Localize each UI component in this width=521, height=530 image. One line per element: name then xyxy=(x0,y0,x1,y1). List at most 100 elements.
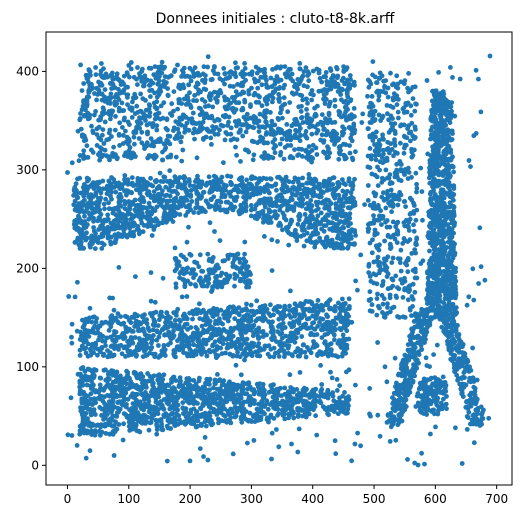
scatter-point xyxy=(96,337,101,343)
scatter-point xyxy=(213,381,218,387)
scatter-point xyxy=(327,99,333,105)
scatter-point xyxy=(166,401,171,407)
scatter-point xyxy=(341,75,346,81)
scatter-point xyxy=(118,373,123,379)
scatter-point xyxy=(194,129,200,135)
scatter-point xyxy=(200,269,206,274)
scatter-point xyxy=(236,100,242,106)
scatter-point xyxy=(311,332,317,338)
scatter-point xyxy=(106,200,111,206)
scatter-point xyxy=(128,223,134,229)
scatter-point xyxy=(156,343,161,348)
scatter-point xyxy=(171,197,177,202)
scatter-point xyxy=(186,116,192,122)
scatter-point xyxy=(76,216,82,222)
scatter-point xyxy=(95,396,101,401)
scatter-point xyxy=(190,119,196,125)
scatter-point xyxy=(165,92,171,98)
scatter-point xyxy=(275,329,281,334)
scatter-point xyxy=(341,69,347,74)
scatter-point xyxy=(203,423,209,429)
scatter-point xyxy=(112,127,118,133)
scatter-point xyxy=(228,174,234,180)
scatter-point xyxy=(188,281,194,287)
scatter-point xyxy=(232,94,238,100)
scatter-point xyxy=(103,218,109,224)
scatter-point xyxy=(93,65,98,70)
scatter-point xyxy=(269,337,275,343)
scatter-point xyxy=(271,416,277,421)
scatter-point xyxy=(108,116,113,122)
scatter-point xyxy=(313,178,319,184)
scatter-point xyxy=(230,392,236,398)
scatter-point xyxy=(194,309,200,314)
scatter-point xyxy=(91,218,96,224)
scatter-point xyxy=(114,74,119,80)
scatter-point xyxy=(332,103,338,109)
scatter-point xyxy=(248,203,254,208)
scatter-point xyxy=(136,136,142,141)
scatter-point xyxy=(330,320,336,325)
scatter-point xyxy=(72,184,78,190)
scatter-point xyxy=(130,99,135,105)
scatter-point xyxy=(309,301,315,307)
scatter-point xyxy=(134,119,140,125)
scatter-point xyxy=(152,217,158,223)
scatter-point xyxy=(295,398,301,403)
scatter-point xyxy=(334,65,339,70)
scatter-point xyxy=(222,81,227,87)
scatter-point xyxy=(116,422,122,427)
scatter-point xyxy=(150,183,156,189)
scatter-point xyxy=(260,409,266,415)
scatter-point xyxy=(318,189,324,195)
scatter-point xyxy=(74,221,79,227)
scatter-point xyxy=(165,412,170,418)
scatter-point xyxy=(185,327,191,332)
scatter-point xyxy=(125,102,130,107)
scatter-point xyxy=(304,119,310,124)
scatter-point xyxy=(305,400,311,406)
scatter-point xyxy=(93,181,99,187)
scatter-point xyxy=(140,416,146,421)
scatter-point xyxy=(123,404,129,410)
scatter-point xyxy=(274,187,279,193)
scatter-point xyxy=(256,100,262,105)
scatter-point xyxy=(274,74,280,79)
scatter-point xyxy=(284,122,290,127)
scatter-point xyxy=(348,77,353,82)
scatter-point xyxy=(174,178,180,184)
scatter-point xyxy=(207,413,213,419)
scatter-point xyxy=(331,128,336,134)
scatter-point xyxy=(233,89,239,94)
scatter-point xyxy=(218,273,224,278)
scatter-point xyxy=(109,70,115,76)
scatter-point xyxy=(83,350,89,356)
scatter-point xyxy=(343,395,349,401)
scatter-point xyxy=(101,353,106,358)
scatter-point xyxy=(247,402,253,408)
scatter-point xyxy=(339,97,344,103)
scatter-point xyxy=(289,197,295,203)
scatter-point xyxy=(287,100,293,105)
scatter-point xyxy=(253,349,258,355)
scatter-point xyxy=(205,127,210,132)
scatter-point xyxy=(285,205,291,211)
scatter-point xyxy=(173,418,178,423)
scatter-point xyxy=(268,75,274,81)
scatter-point xyxy=(211,348,217,354)
scatter-point xyxy=(102,394,107,400)
scatter-point xyxy=(89,341,95,347)
scatter-point xyxy=(235,405,241,411)
scatter-point xyxy=(177,86,183,92)
scatter-point xyxy=(246,88,252,93)
scatter-point xyxy=(191,418,197,424)
scatter-point xyxy=(261,156,267,161)
scatter-point xyxy=(169,189,175,195)
scatter-point xyxy=(95,206,101,211)
scatter-point xyxy=(248,302,254,308)
scatter-point xyxy=(143,353,149,358)
scatter-point xyxy=(347,195,353,201)
scatter-point xyxy=(310,387,316,393)
scatter-point xyxy=(279,326,285,332)
scatter-point xyxy=(171,128,176,134)
